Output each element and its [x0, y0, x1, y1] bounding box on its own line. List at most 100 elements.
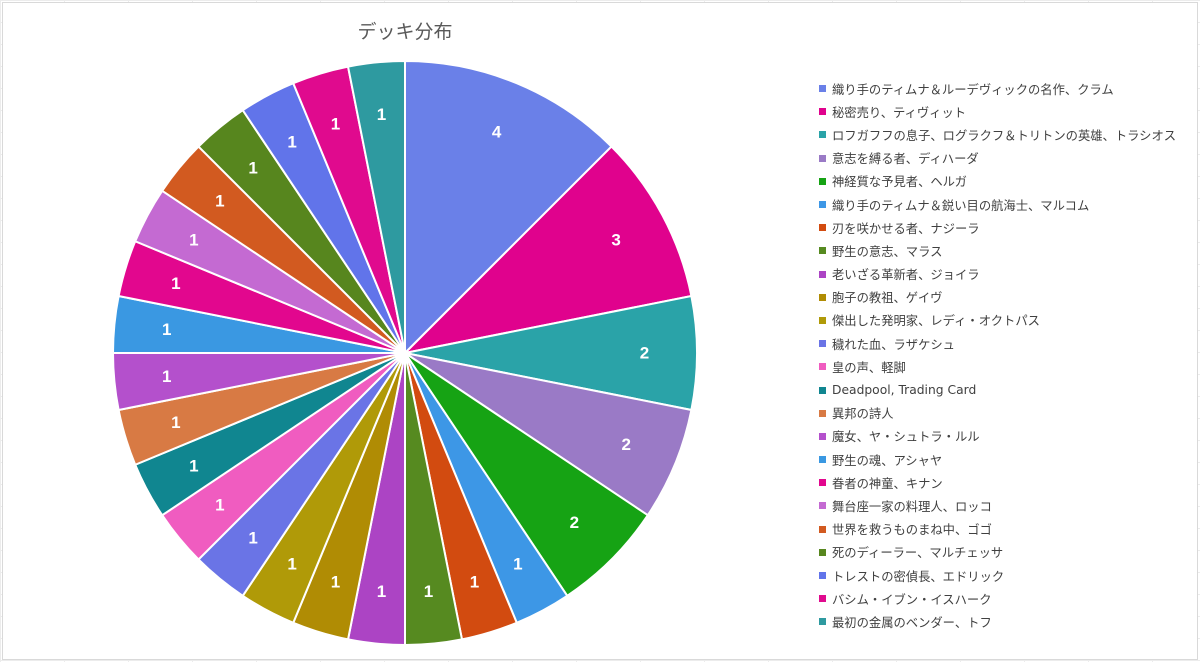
pie-slice-2[interactable] [401, 145, 693, 355]
slice-data-label-8: 1 [424, 582, 433, 601]
legend-item-10[interactable]: 胞子の教祖、ゲイヴ [819, 286, 1197, 309]
slice-data-label-21: 1 [248, 158, 257, 177]
legend-swatch [819, 131, 826, 139]
slice-data-label-14: 1 [189, 456, 198, 475]
legend-swatch [819, 270, 826, 278]
legend-item-16[interactable]: 魔女、ヤ・シュトラ・ルル [819, 425, 1197, 448]
legend-swatch [819, 177, 826, 185]
legend-label: 魔女、ヤ・シュトラ・ルル [832, 430, 980, 445]
slice-data-label-2: 3 [611, 231, 620, 250]
slice-data-label-5: 2 [570, 513, 579, 532]
legend-label: 意志を縛る者、ディハーダ [832, 152, 979, 167]
legend-swatch [819, 432, 826, 440]
legend-swatch [819, 154, 826, 162]
slice-data-label-20: 1 [215, 192, 224, 211]
legend-item-11[interactable]: 傑出した発明家、レディ・オクトパス [819, 309, 1197, 332]
legend-swatch [819, 85, 826, 93]
slice-data-label-15: 1 [171, 413, 180, 432]
legend-item-17[interactable]: 野生の魂、アシャヤ [819, 448, 1197, 471]
legend-item-6[interactable]: 織り手のティムナ＆鋭い目の航海士、マルコム [819, 193, 1197, 216]
legend-swatch [819, 108, 826, 116]
slice-data-label-24: 1 [377, 105, 386, 124]
legend-label: 穢れた血、ラザケシュ [832, 337, 955, 352]
slice-data-label-9: 1 [377, 582, 386, 601]
legend-item-13[interactable]: 皇の声、軽脚 [819, 355, 1197, 378]
legend-label: 織り手のティムナ＆ルーデヴィックの名作、クラム [832, 82, 1114, 97]
slice-data-label-16: 1 [162, 367, 171, 386]
slice-data-label-11: 1 [287, 555, 296, 574]
slice-data-label-22: 1 [287, 132, 296, 151]
legend-swatch [819, 247, 826, 255]
legend-item-9[interactable]: 老いざる革新者、ジョイラ [819, 263, 1197, 286]
legend-swatch [819, 363, 826, 371]
legend-label: 野生の意志、マラス [832, 244, 943, 259]
legend-item-12[interactable]: 穢れた血、ラザケシュ [819, 332, 1197, 355]
legend-label: 皇の声、軽脚 [832, 360, 906, 375]
pie-slice-4[interactable] [404, 352, 693, 517]
legend-item-4[interactable]: 意志を縛る者、ディハーダ [819, 147, 1197, 170]
legend-swatch [819, 595, 826, 603]
legend-item-2[interactable]: 秘密売り、ティヴィット [819, 100, 1197, 123]
legend-item-21[interactable]: 死のディーラー、マルチェッサ [819, 541, 1197, 564]
legend-label: 異邦の詩人 [832, 407, 894, 422]
legend-label: 老いざる革新者、ジョイラ [832, 268, 980, 283]
slice-data-label-19: 1 [189, 231, 198, 250]
legend-item-18[interactable]: 眷者の神童、キナン [819, 471, 1197, 494]
pie-slice-3[interactable] [404, 294, 698, 412]
legend-label: ロフガフフの息子、ログラクフ＆トリトンの英雄、トラシオス [832, 128, 1177, 143]
slice-data-label-7: 1 [470, 573, 479, 592]
legend-swatch [819, 340, 826, 348]
legend-label: 眷者の神童、キナン [832, 476, 943, 491]
slice-data-label-6: 1 [513, 555, 522, 574]
legend-label: 刃を咲かせる者、ナジーラ [832, 221, 980, 236]
pie-slice-5[interactable] [404, 352, 650, 598]
legend-item-7[interactable]: 刃を咲かせる者、ナジーラ [819, 216, 1197, 239]
legend-item-5[interactable]: 神経質な予見者、ヘルガ [819, 170, 1197, 193]
legend-label: 胞子の教祖、ゲイヴ [832, 291, 943, 306]
legend-item-24[interactable]: 最初の金属のベンダー、トフ [819, 610, 1197, 633]
legend-item-14[interactable]: Deadpool, Trading Card [819, 378, 1197, 401]
legend-swatch [819, 618, 826, 626]
legend-label: 秘密売り、ティヴィット [832, 105, 967, 120]
legend-swatch [819, 224, 826, 232]
legend-label: トレストの密偵長、エドリック [832, 569, 1005, 584]
legend-item-19[interactable]: 舞台座一家の料理人、ロッコ [819, 494, 1197, 517]
slice-data-label-12: 1 [248, 529, 257, 548]
legend-swatch [819, 316, 826, 324]
legend-label: 世界を救うものまね中、ゴゴ [832, 523, 992, 538]
slice-data-label-17: 1 [162, 320, 171, 339]
pie-slice-24[interactable] [346, 59, 406, 354]
slice-data-label-1: 4 [492, 122, 502, 141]
legend-swatch [819, 479, 826, 487]
legend-swatch [819, 525, 826, 533]
legend-swatch [819, 548, 826, 556]
legend-swatch [819, 456, 826, 464]
pie-chart[interactable]: 4 3 2 2 2 1 1 1 1 1 1 1 1 1 1 1 1 1 1 1 1 1 1 1 [3, 3, 807, 659]
legend-item-20[interactable]: 世界を救うものまね中、ゴゴ [819, 518, 1197, 541]
pie-slice-1[interactable] [404, 59, 613, 356]
legend-label: 死のディーラー、マルチェッサ [832, 546, 1004, 561]
legend-item-3[interactable]: ロフガフフの息子、ログラクフ＆トリトンの英雄、トラシオス [819, 123, 1197, 146]
legend-label: 神経質な予見者、ヘルガ [832, 175, 967, 190]
legend-swatch [819, 409, 826, 417]
chart-legend: 織り手のティムナ＆ルーデヴィックの名作、クラム 秘密売り、ティヴィットロフガフフの… [819, 77, 1197, 634]
slice-data-label-13: 1 [215, 495, 224, 514]
legend-swatch [819, 293, 826, 301]
legend-label: Deadpool, Trading Card [832, 383, 977, 398]
legend-label: 傑出した発明家、レディ・オクトパス [832, 314, 1040, 329]
legend-label: 舞台座一家の料理人、ロッコ [832, 499, 992, 514]
slice-data-label-3: 2 [640, 344, 649, 363]
legend-swatch [819, 386, 826, 394]
slice-data-label-18: 1 [171, 274, 180, 293]
legend-label: バシム・イブン・イスハーク [832, 592, 992, 607]
legend-item-15[interactable]: 異邦の詩人 [819, 402, 1197, 425]
legend-label: 最初の金属のベンダー、トフ [832, 615, 992, 630]
legend-label: 野生の魂、アシャヤ [832, 453, 943, 468]
legend-item-22[interactable]: トレストの密偵長、エドリック [819, 564, 1197, 587]
legend-item-23[interactable]: バシム・イブン・イスハーク [819, 587, 1197, 610]
slice-data-label-10: 1 [331, 573, 340, 592]
legend-item-1[interactable]: 織り手のティムナ＆ルーデヴィックの名作、クラム [819, 77, 1197, 100]
slice-data-label-23: 1 [331, 114, 340, 133]
legend-item-8[interactable]: 野生の意志、マラス [819, 239, 1197, 262]
